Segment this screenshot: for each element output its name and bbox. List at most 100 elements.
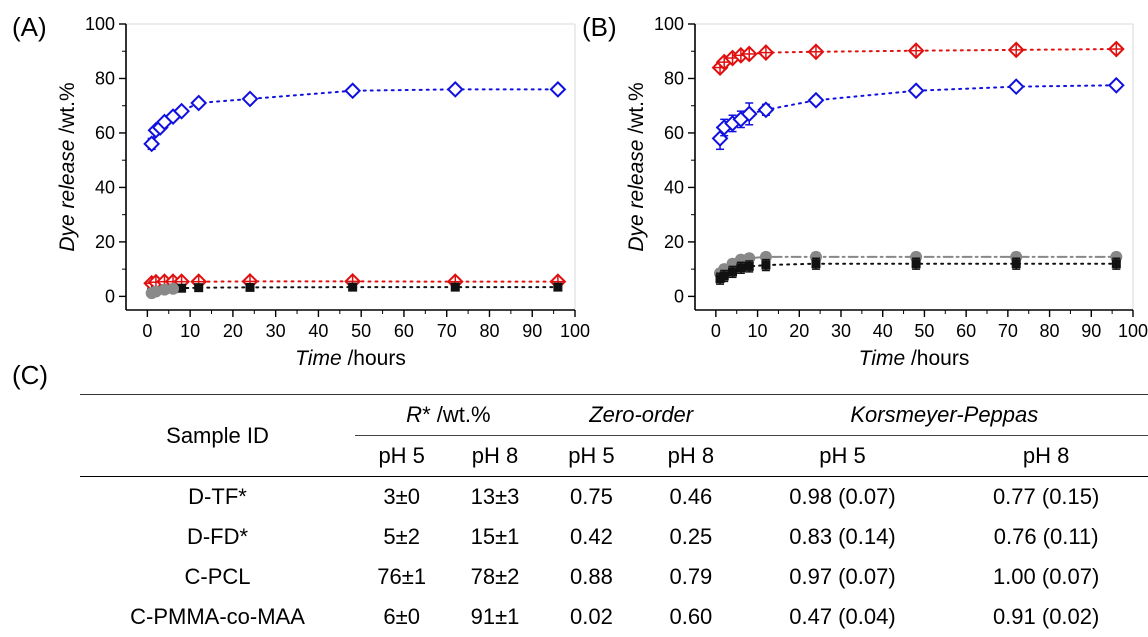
subheader-ph: pH 8	[448, 435, 542, 477]
korsmeyer-peppas-header: Korsmeyer-Peppas	[740, 394, 1148, 436]
x-tick-label: 70	[437, 321, 457, 341]
data-point	[757, 101, 775, 119]
x-tick-label: 30	[831, 321, 851, 341]
data-point	[719, 271, 729, 281]
y-tick-label: 100	[654, 14, 684, 34]
data-point	[907, 82, 925, 100]
data-point	[143, 135, 161, 153]
table-cell: 0.76 (0.11)	[993, 524, 1099, 549]
table-cell: 0.98 (0.07)	[789, 484, 896, 509]
r-header: R* /wt.%	[355, 394, 542, 436]
sample-id-header: Sample ID	[80, 394, 355, 477]
y-tick-label: 20	[95, 232, 115, 252]
table-cell: 0.83 (0.14)	[789, 524, 896, 549]
data-point	[177, 283, 187, 293]
data-point	[241, 90, 259, 108]
y-axis-title: Dye release /wt.%	[56, 82, 79, 251]
x-tick-label: 80	[479, 321, 499, 341]
data-point	[446, 80, 464, 98]
data-point	[450, 282, 460, 292]
y-tick-label: 80	[95, 68, 115, 88]
data-point	[761, 260, 771, 270]
table-row: C-PMMA-co-MAA 6±0 91±1 0.02 0.60 0.47 (0…	[80, 597, 1148, 637]
x-tick-label: 70	[998, 321, 1018, 341]
y-tick-label: 20	[664, 232, 684, 252]
data-point	[744, 261, 754, 271]
data-point	[807, 91, 825, 109]
data-point	[348, 282, 358, 292]
x-tick-label: 100	[560, 321, 590, 341]
data-point	[728, 267, 738, 277]
data-point	[553, 282, 563, 292]
sample-id-cell: C-PMMA-co-MAA	[130, 604, 305, 629]
table-cell: 13±3	[470, 484, 520, 509]
x-axis-title: Time /hours	[295, 347, 406, 370]
table-cell: 0.79	[669, 564, 713, 589]
table-cell: 0.42	[570, 524, 613, 549]
table-subheader-row: pH 5 pH 8 pH 5 pH 8 pH 5 pH 8	[80, 435, 1148, 477]
y-tick-label: 0	[105, 286, 115, 306]
data-point	[173, 102, 191, 120]
table-cell: 0.60	[669, 604, 713, 629]
table-cell: 0.88	[570, 564, 613, 589]
series-line	[719, 48, 1118, 69]
data-point	[344, 82, 362, 100]
subheader-ph: pH 5	[355, 435, 449, 477]
panel-label-b: (B)	[582, 12, 617, 42]
sample-id-cell: D-FD*	[186, 524, 249, 549]
x-tick-label: 20	[223, 321, 243, 341]
series-line	[150, 88, 559, 145]
table-cell: 0.91 (0.02)	[992, 604, 1100, 629]
table-cell: 1.00 (0.07)	[992, 564, 1100, 589]
results-table: Sample ID R* /wt.% Zero-order Korsmeyer-…	[80, 394, 1148, 637]
data-point	[167, 282, 180, 295]
chart-a: 0 10 20 30 40 50 60 70 80 90 100 0 20 40 60 80 100 Time /…	[56, 14, 590, 370]
y-axis-title: Dye release /wt.%	[625, 82, 648, 251]
table-row: D-FD* 5±2 15±1 0.42 0.25 0.83 (0.14) 0.7…	[80, 517, 1148, 557]
x-tick-label: 90	[522, 321, 542, 341]
data-point	[1011, 259, 1021, 269]
table-cell: 0.75	[570, 484, 613, 509]
sample-id-cell: D-TF*	[188, 484, 247, 509]
y-tick-label: 80	[664, 68, 684, 88]
x-tick-label: 0	[142, 321, 152, 341]
x-tick-label: 40	[873, 321, 893, 341]
x-tick-label: 10	[748, 321, 768, 341]
panel-label-c: (C)	[12, 360, 49, 390]
data-point	[549, 80, 567, 98]
data-point	[245, 282, 255, 292]
y-tick-label: 100	[85, 14, 115, 34]
x-tick-label: 50	[914, 321, 934, 341]
x-tick-label: 10	[180, 321, 200, 341]
x-tick-label: 60	[956, 321, 976, 341]
sample-id-cell: C-PCL	[184, 564, 251, 589]
subheader-ph: pH 5	[541, 435, 642, 477]
table-header-row: Sample ID R* /wt.% Zero-order Korsmeyer-…	[80, 394, 1148, 477]
subheader-ph: pH 8	[944, 435, 1148, 477]
y-tick-label: 0	[674, 286, 684, 306]
table-cell: 76±1	[377, 564, 427, 589]
table-cell: 0.97 (0.07)	[789, 564, 896, 589]
table-cell: 0.25	[669, 524, 713, 549]
table-cell: 0.02	[570, 604, 613, 629]
table-cell: 3±0	[383, 484, 420, 509]
x-tick-label: 30	[266, 321, 286, 341]
y-tick-label: 40	[95, 177, 115, 197]
data-point	[1111, 259, 1121, 269]
x-tick-label: 90	[1081, 321, 1101, 341]
table-cell: 0.47 (0.04)	[789, 604, 896, 629]
table-cell: 6±0	[383, 604, 420, 629]
chart-b: 0 10 20 30 40 50 60 70 80 90 100 0 20 40 60 80 100 Time /…	[625, 14, 1148, 370]
data-point	[194, 283, 204, 293]
data-point	[1107, 76, 1125, 94]
x-tick-label: 50	[351, 321, 371, 341]
table-cell: 91±1	[470, 604, 520, 629]
series-line	[719, 255, 1118, 275]
panel-label-a: (A)	[12, 12, 47, 42]
y-tick-label: 40	[664, 177, 684, 197]
x-tick-label: 20	[789, 321, 809, 341]
table-cell: 0.77 (0.15)	[992, 484, 1100, 509]
data-point	[740, 105, 758, 123]
table-row: D-TF* 3±0 13±3 0.75 0.46 0.98 (0.07) 0.7…	[80, 477, 1148, 518]
table-cell: 78±2	[470, 564, 520, 589]
